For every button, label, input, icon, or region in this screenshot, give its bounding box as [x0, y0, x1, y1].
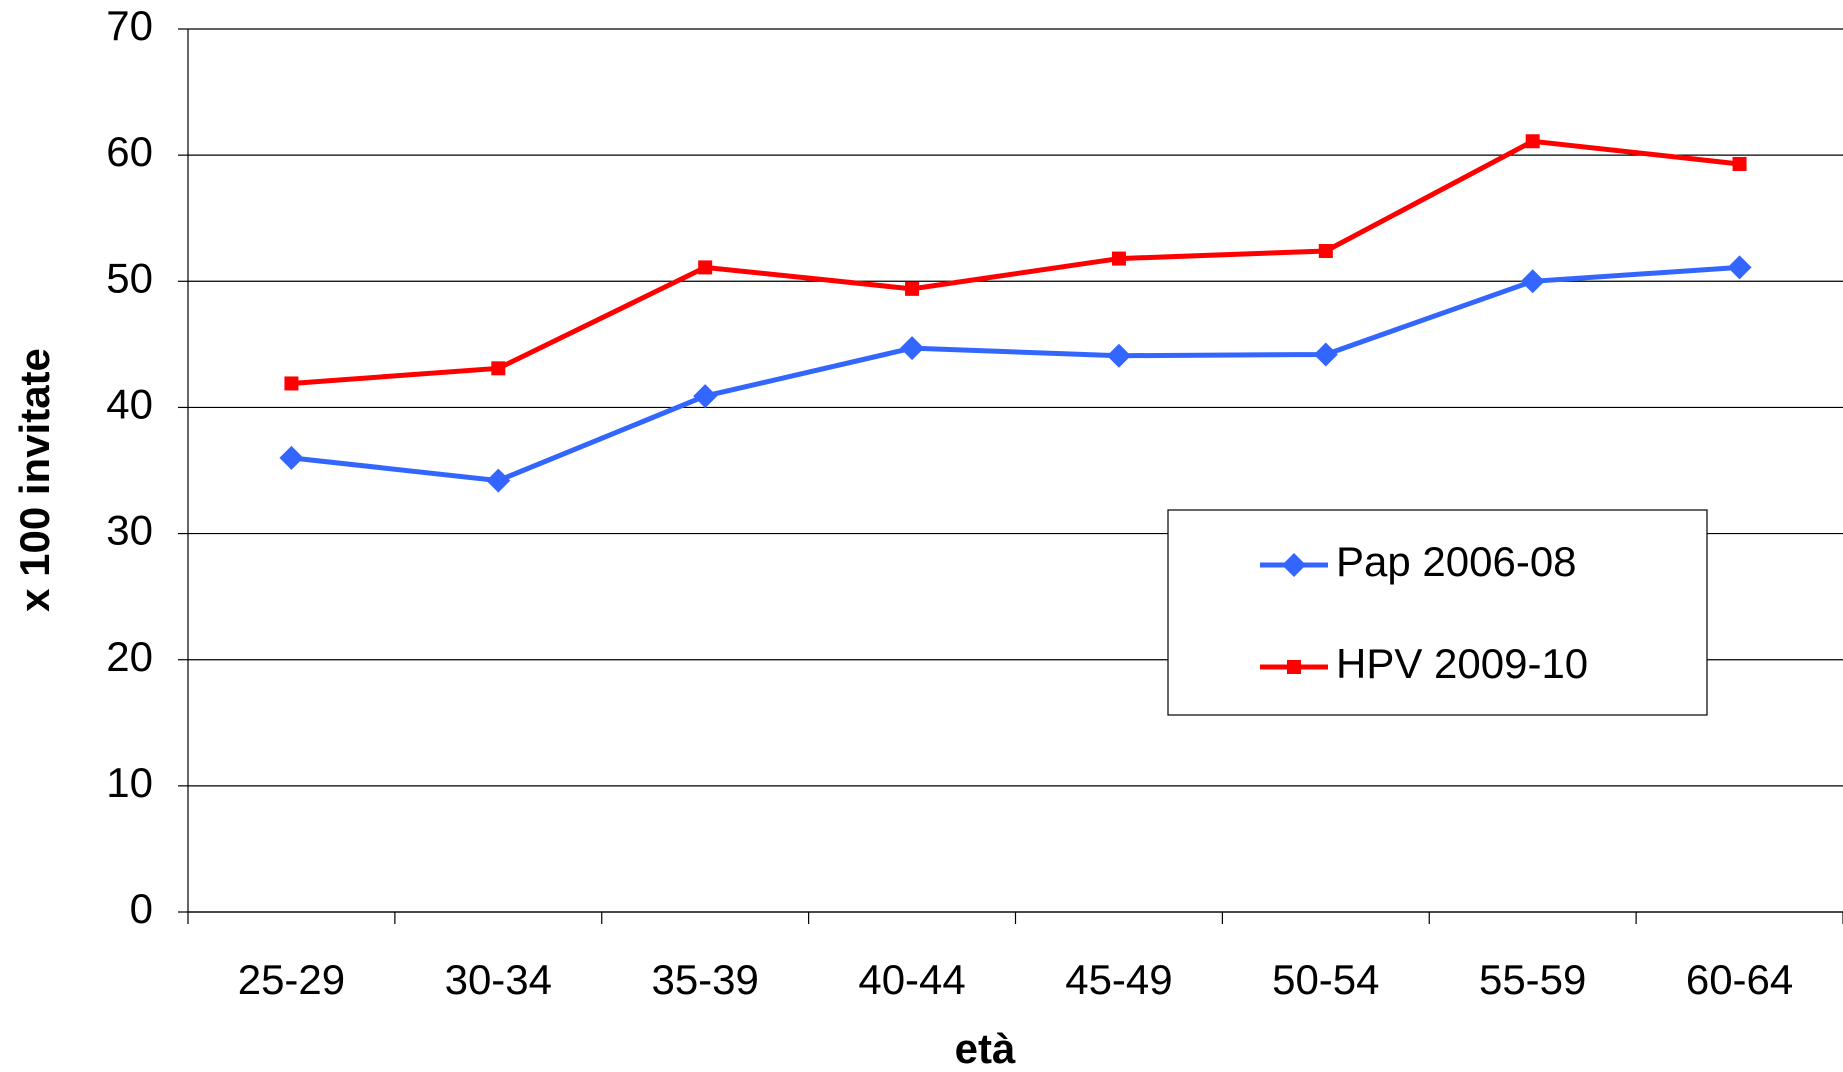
- legend-label: HPV 2009-10: [1336, 640, 1588, 687]
- x-tick-label: 55-59: [1479, 956, 1586, 1003]
- marker: [1111, 251, 1126, 266]
- x-tick-label: 40-44: [858, 956, 965, 1003]
- x-tick-label: 35-39: [651, 956, 758, 1003]
- marker: [1313, 342, 1338, 367]
- y-axis-title: x 100 invitate: [11, 348, 58, 612]
- y-tick-label: 0: [130, 885, 153, 932]
- marker: [698, 260, 713, 275]
- marker: [1732, 156, 1747, 171]
- legend-box: [1167, 509, 1708, 716]
- x-axis-title: età: [955, 1025, 1016, 1072]
- marker: [900, 336, 925, 361]
- series-line: [291, 138, 1740, 386]
- x-tick-label: 25-29: [238, 956, 345, 1003]
- x-tick-label: 50-54: [1272, 956, 1379, 1003]
- x-tick-label: 45-49: [1065, 956, 1172, 1003]
- marker: [905, 281, 920, 296]
- marker: [1282, 553, 1306, 577]
- y-tick-label: 40: [106, 381, 153, 428]
- marker: [1318, 244, 1333, 259]
- y-tick-label: 20: [106, 633, 153, 680]
- marker: [284, 376, 299, 391]
- marker: [491, 361, 506, 376]
- y-tick-label: 60: [106, 128, 153, 175]
- y-tick-label: 30: [106, 507, 153, 554]
- series-line: [291, 264, 1740, 484]
- marker: [1106, 343, 1131, 368]
- marker: [693, 384, 718, 409]
- y-tick-label: 50: [106, 254, 153, 301]
- marker: [486, 468, 511, 493]
- marker: [1520, 269, 1545, 294]
- x-tick-label: 30-34: [445, 956, 552, 1003]
- y-tick-label: 70: [106, 2, 153, 49]
- marker: [1287, 660, 1301, 674]
- legend-label: Pap 2006-08: [1336, 538, 1577, 585]
- x-tick-label: 60-64: [1686, 956, 1793, 1003]
- marker: [279, 445, 304, 470]
- marker: [1525, 134, 1540, 149]
- y-tick-label: 10: [106, 759, 153, 806]
- marker: [1727, 255, 1752, 280]
